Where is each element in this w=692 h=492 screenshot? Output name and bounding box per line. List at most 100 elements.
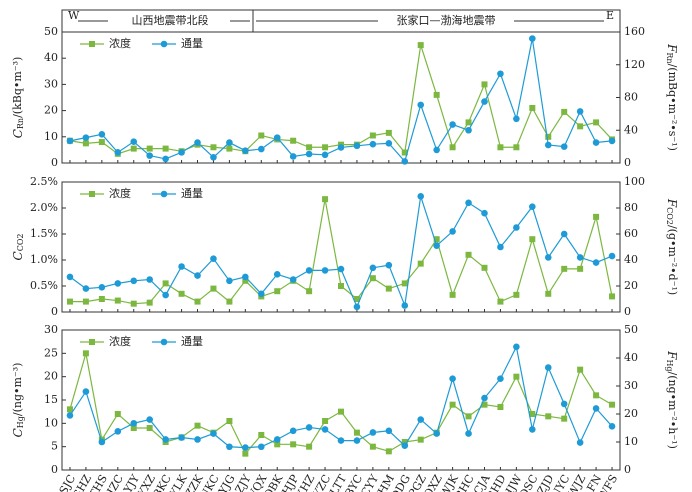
data-point <box>114 297 121 304</box>
y2-tick-label: 40 <box>624 351 638 364</box>
legend-marker <box>160 40 168 48</box>
data-point <box>242 450 249 457</box>
label-bg <box>108 13 230 29</box>
data-point <box>257 145 265 153</box>
data-point <box>146 276 153 283</box>
data-point <box>481 209 488 217</box>
data-point <box>353 437 361 444</box>
data-point <box>226 277 233 285</box>
axis-unit: /(ng•m⁻²•h⁻¹) <box>666 372 679 449</box>
data-point <box>66 298 73 305</box>
y2-tick-label: 120 <box>624 58 645 71</box>
data-point <box>433 91 440 98</box>
legend-label: 通量 <box>181 37 203 50</box>
data-point <box>369 140 377 148</box>
data-point <box>290 441 297 448</box>
data-point <box>449 228 456 235</box>
data-point <box>401 149 408 156</box>
data-point <box>114 280 122 287</box>
data-point <box>305 150 313 158</box>
data-point <box>513 224 520 231</box>
legend-marker <box>89 191 95 197</box>
y2-tick-label: 10 <box>624 435 638 448</box>
data-point <box>82 298 89 305</box>
data-point <box>273 271 281 278</box>
data-point <box>481 401 488 408</box>
axis-label: CCO2 <box>11 234 26 261</box>
data-point <box>274 441 281 448</box>
data-point <box>497 70 504 78</box>
data-point <box>194 298 201 305</box>
data-point <box>481 81 488 88</box>
y2-tick-label: 100 <box>624 175 645 188</box>
data-point <box>146 416 153 423</box>
y2-tick-label: 20 <box>624 279 638 292</box>
data-point <box>497 298 504 305</box>
axis-unit: /(ng•m⁻³) <box>11 363 24 417</box>
plot-frame <box>61 329 621 471</box>
y-tick-label: 10 <box>44 130 58 143</box>
data-point <box>417 193 425 200</box>
data-point <box>529 35 536 42</box>
data-point <box>82 388 90 395</box>
data-point <box>513 373 520 380</box>
data-point <box>385 129 392 136</box>
y-tick-label: 10 <box>44 416 58 429</box>
data-point <box>417 416 425 423</box>
y2-tick-label: 50 <box>624 323 638 336</box>
axis-unit: /(g•m⁻²•d⁻¹) <box>666 225 679 295</box>
data-point <box>130 419 138 427</box>
data-point <box>258 132 265 139</box>
legend-label: 通量 <box>181 335 203 348</box>
data-point <box>529 203 536 210</box>
axis-label: FHg/(ng•m⁻²•h⁻¹) <box>665 350 680 449</box>
data-point <box>306 144 313 151</box>
data-point <box>417 260 424 267</box>
data-point <box>114 149 122 156</box>
data-point <box>130 300 137 307</box>
data-point <box>529 426 536 433</box>
data-point <box>66 412 74 419</box>
data-point <box>289 276 297 283</box>
data-point <box>544 141 552 149</box>
axis-subscript: Rn <box>665 52 674 63</box>
west-label: W <box>68 9 80 22</box>
y-tick-label: 2.0% <box>30 201 58 214</box>
data-point <box>130 138 138 146</box>
data-point <box>130 425 137 431</box>
data-point <box>66 273 74 281</box>
y-tick-label: 40 <box>44 51 58 64</box>
axis-subscript: Rn <box>16 118 25 129</box>
data-point <box>321 267 329 274</box>
data-point <box>258 432 265 438</box>
data-point <box>82 134 90 141</box>
y-tick-label: 0 <box>51 463 58 476</box>
data-point <box>560 400 568 408</box>
y-tick-label: 20 <box>44 104 58 117</box>
data-point <box>401 302 409 309</box>
data-point <box>497 404 504 410</box>
y-tick-label: 1.5% <box>30 227 58 240</box>
data-point <box>146 145 153 152</box>
data-point <box>401 280 408 287</box>
data-point <box>545 133 552 140</box>
data-point <box>369 132 376 139</box>
data-point <box>306 443 313 450</box>
data-point <box>576 108 584 115</box>
data-point <box>577 366 584 373</box>
data-point <box>130 277 138 285</box>
axis-label: CHg/(ng•m⁻³) <box>11 363 26 438</box>
data-point <box>162 291 169 299</box>
data-point <box>561 415 568 422</box>
data-point <box>529 411 536 417</box>
y-tick-label: 5 <box>51 440 58 453</box>
axis-symbol: F <box>666 43 680 53</box>
data-point <box>497 375 504 383</box>
data-point <box>337 437 345 444</box>
data-point <box>465 413 472 420</box>
data-point <box>194 272 201 279</box>
section-label: 山西地震带北段 <box>132 13 209 27</box>
data-point <box>417 436 424 443</box>
data-point <box>577 123 584 130</box>
data-point <box>545 413 552 420</box>
